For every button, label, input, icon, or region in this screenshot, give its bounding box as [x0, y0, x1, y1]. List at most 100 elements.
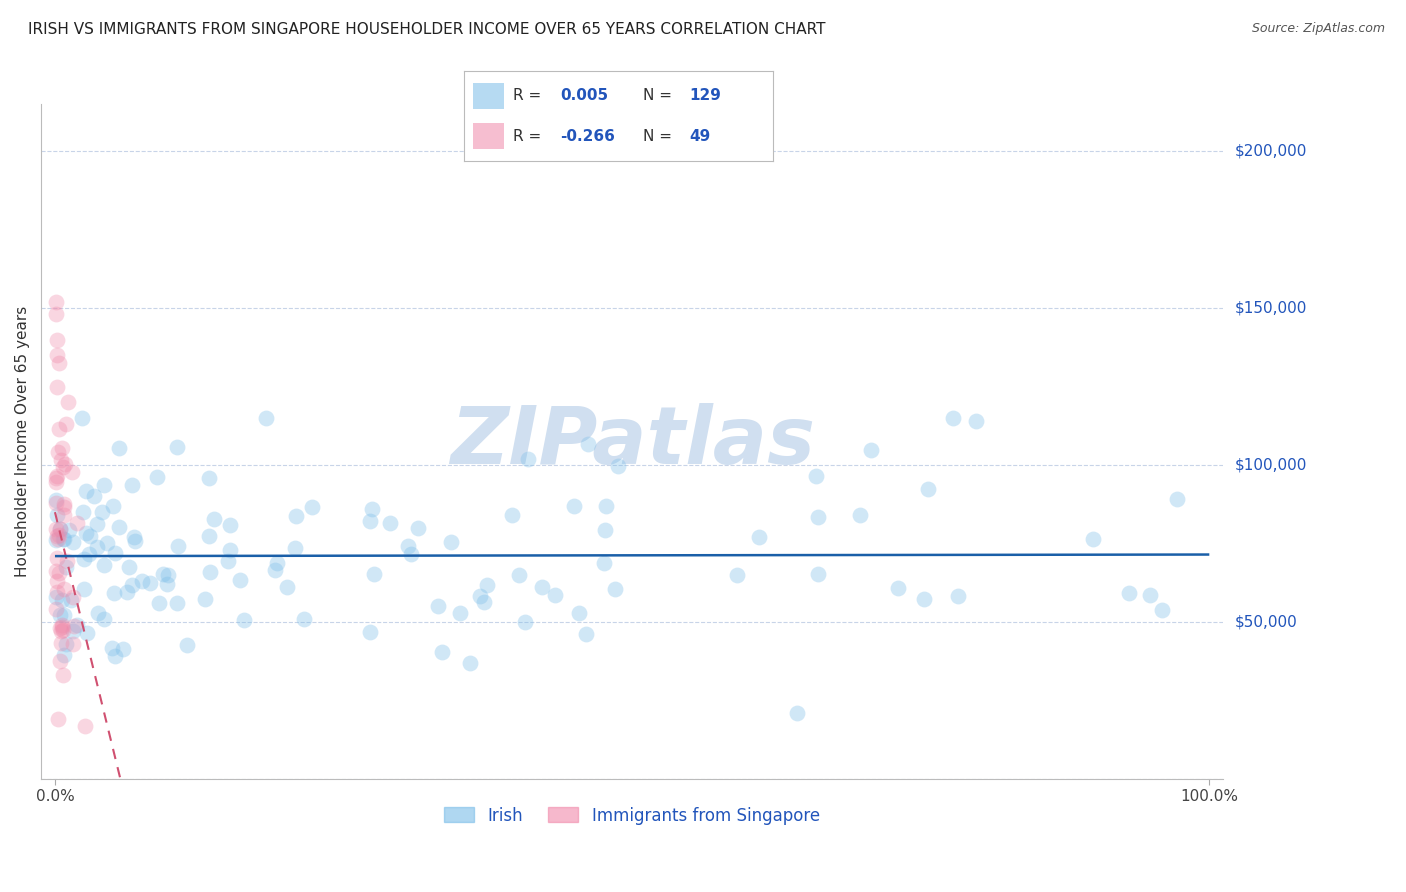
Bar [474, 83, 505, 109]
Point [440, 534, 463, 549]
Text: R =: R = [513, 88, 541, 103]
Point [359, 514, 381, 528]
Point [53, 500, 76, 514]
Point [948, 589, 970, 603]
Point [93, 478, 115, 492]
Point [79, 547, 101, 561]
Point [198, 529, 221, 543]
Text: -0.266: -0.266 [560, 128, 614, 144]
Point [472, 594, 495, 608]
Point [152, 566, 174, 581]
Point [46, 532, 69, 546]
Point [430, 645, 453, 659]
Point [103, 585, 125, 599]
Point [501, 508, 523, 523]
Point [107, 520, 129, 534]
Point [139, 576, 162, 591]
Text: 129: 129 [690, 88, 721, 103]
Point [49, 453, 72, 467]
Text: N =: N = [644, 88, 672, 103]
Text: N =: N = [644, 128, 672, 144]
Point [45, 308, 67, 322]
Point [46, 379, 69, 393]
Point [156, 577, 179, 591]
Text: Source: ZipAtlas.com: Source: ZipAtlas.com [1251, 22, 1385, 36]
Point [46, 348, 69, 362]
Point [468, 589, 491, 603]
Point [45, 333, 67, 347]
Point [1083, 533, 1105, 547]
Point [219, 518, 242, 533]
Point [48, 528, 70, 542]
Point [301, 500, 323, 515]
Point [93, 558, 115, 572]
Point [46, 712, 69, 726]
Point [148, 596, 170, 610]
Point [166, 596, 188, 610]
Point [45, 469, 67, 483]
Point [45, 533, 67, 548]
Bar [474, 123, 505, 150]
Point [360, 502, 382, 516]
Text: R =: R = [513, 128, 541, 144]
Text: $50,000: $50,000 [1234, 615, 1296, 630]
Point [942, 411, 965, 425]
Point [46, 445, 69, 459]
Point [748, 530, 770, 544]
Point [48, 607, 70, 622]
Point [860, 442, 883, 457]
Point [45, 475, 67, 489]
Point [66, 516, 89, 530]
Point [66, 617, 89, 632]
Point [76, 625, 98, 640]
Point [104, 546, 127, 560]
Point [124, 533, 146, 548]
Point [45, 585, 67, 599]
Point [229, 573, 252, 587]
Point [86, 516, 108, 531]
Point [51, 623, 73, 637]
Point [93, 612, 115, 626]
Point [849, 508, 872, 523]
Point [104, 648, 127, 663]
Point [73, 719, 96, 733]
Point [62, 590, 84, 604]
Point [725, 567, 748, 582]
Point [194, 592, 217, 607]
Point [72, 505, 94, 519]
Point [146, 470, 169, 484]
Point [285, 509, 308, 524]
Point [51, 593, 73, 607]
Point [118, 559, 141, 574]
Point [292, 612, 315, 626]
Point [53, 508, 76, 522]
Point [359, 624, 381, 639]
Point [48, 654, 70, 668]
Point [75, 483, 97, 498]
Point [49, 624, 72, 638]
Point [45, 590, 67, 604]
Point [103, 500, 125, 514]
Point [79, 529, 101, 543]
Point [83, 489, 105, 503]
Point [53, 457, 76, 471]
Point [200, 565, 222, 579]
Point [202, 512, 225, 526]
Point [595, 500, 617, 514]
Text: $150,000: $150,000 [1234, 301, 1306, 316]
Point [45, 294, 67, 309]
Point [86, 540, 108, 554]
Point [91, 505, 114, 519]
Point [568, 607, 591, 621]
Point [75, 526, 97, 541]
Point [530, 580, 553, 594]
Point [917, 482, 939, 496]
Point [45, 574, 67, 588]
Point [576, 437, 599, 451]
Point [55, 559, 77, 574]
Point [363, 566, 385, 581]
Point [122, 530, 145, 544]
Point [807, 566, 830, 581]
Text: 49: 49 [690, 128, 711, 144]
Text: ZIPatlas: ZIPatlas [450, 402, 814, 481]
